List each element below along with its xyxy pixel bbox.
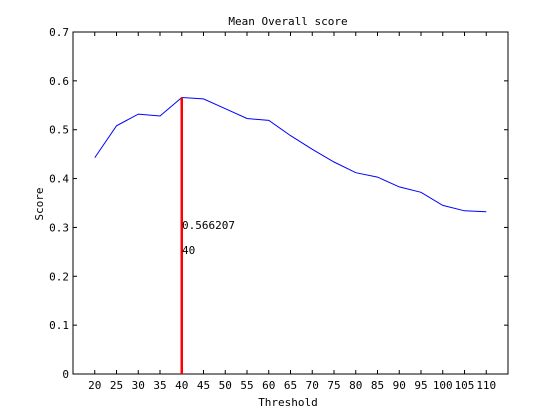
x-tick-label: 90	[393, 379, 406, 392]
x-tick-label: 100	[433, 379, 453, 392]
x-tick-label: 20	[88, 379, 101, 392]
y-tick-label: 0.3	[49, 221, 69, 234]
x-tick-label: 50	[219, 379, 232, 392]
x-tick-label: 30	[132, 379, 145, 392]
x-tick-label: 35	[153, 379, 166, 392]
x-tick-label: 110	[476, 379, 496, 392]
y-tick-label: 0.4	[49, 173, 69, 186]
y-tick-label: 0.6	[49, 75, 69, 88]
y-tick-label: 0.5	[49, 124, 69, 137]
annotation-x: 40	[182, 244, 195, 257]
chart-title: Mean Overall score	[228, 15, 347, 28]
annotation-value: 0.566207	[182, 219, 235, 232]
x-tick-label: 75	[327, 379, 340, 392]
y-tick-label: 0	[62, 368, 69, 381]
x-tick-label: 70	[306, 379, 319, 392]
x-tick-label: 95	[414, 379, 427, 392]
x-tick-label: 80	[349, 379, 362, 392]
x-tick-label: 40	[175, 379, 188, 392]
x-tick-label: 105	[455, 379, 475, 392]
y-tick-label: 0.1	[49, 319, 69, 332]
x-tick-label: 55	[240, 379, 253, 392]
plot-area: 20 25 30 35 40 45 50 55 60 65 70 75 80 85 90 95 100 105 11…	[49, 26, 509, 392]
x-tick-label: 85	[371, 379, 384, 392]
y-tick-label: 0.7	[49, 26, 69, 39]
x-axis-title: Threshold	[258, 396, 318, 409]
x-tick-label: 45	[197, 379, 210, 392]
x-tick-label: 25	[110, 379, 123, 392]
series-line	[94, 96, 487, 213]
y-tick-label: 0.2	[49, 270, 69, 283]
x-tick-label: 60	[262, 379, 275, 392]
y-axis-title: Score	[33, 187, 46, 220]
x-tick-label: 65	[284, 379, 297, 392]
